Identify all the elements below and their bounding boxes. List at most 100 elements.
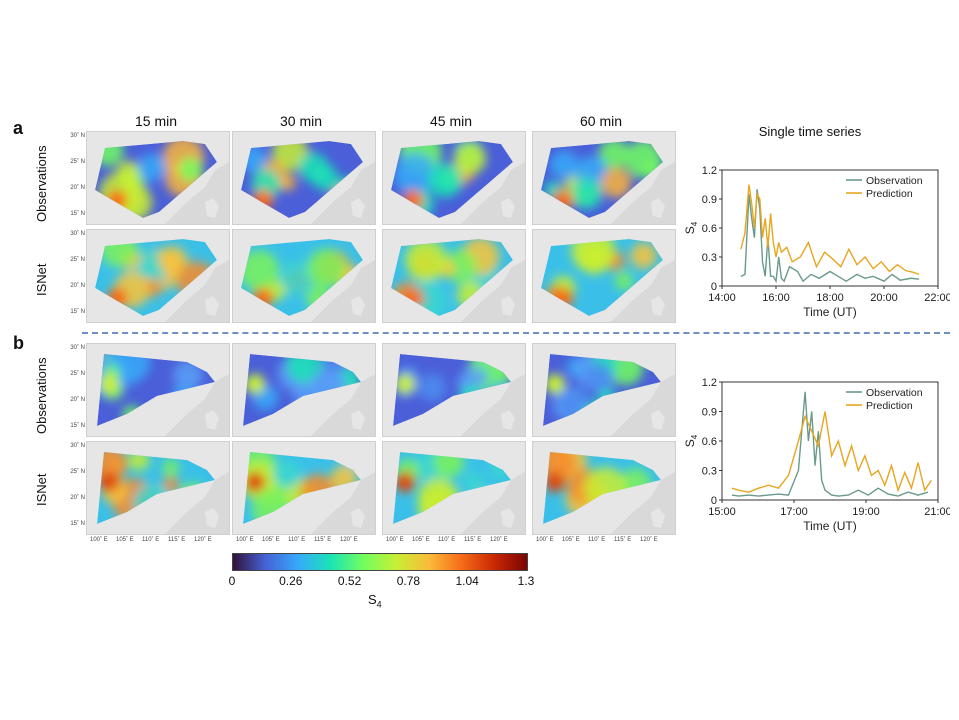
longitude-tick-label: 120˚ E — [490, 537, 508, 543]
x-tick-label: 17:00 — [780, 506, 808, 518]
intensity-hotspot — [245, 374, 265, 394]
longitude-tick-label: 105˚ E — [412, 537, 430, 543]
map-canvas — [383, 442, 525, 534]
y-tick-label: 0.6 — [702, 223, 717, 235]
intensity-blob — [624, 141, 663, 179]
island — [205, 296, 219, 316]
scintillation-map — [86, 441, 230, 535]
y-tick-label: 0.3 — [702, 252, 717, 264]
map-canvas — [233, 344, 375, 436]
y-tick-label: 0 — [711, 281, 717, 293]
map-canvas — [533, 442, 675, 534]
map-canvas — [533, 132, 675, 224]
longitude-tick-label: 100˚ E — [386, 537, 404, 543]
intensity-blob — [454, 142, 487, 175]
colorbar-tick-label: 0.52 — [337, 574, 362, 588]
legend-label: Prediction — [866, 400, 913, 412]
series-line-prediction — [740, 184, 920, 276]
island — [205, 508, 219, 528]
map-canvas — [533, 344, 675, 436]
x-tick-label: 22:00 — [924, 292, 950, 304]
series-line-observation — [731, 391, 929, 497]
series-line-observation — [740, 189, 920, 284]
intensity-blob — [427, 162, 463, 198]
intensity-blob — [311, 164, 339, 191]
island — [651, 198, 665, 218]
time-series-chart-b: 0 0.3 0.6 0.9 1.2 15:00 17:00 19:00 21:00 Time (U… — [683, 377, 950, 533]
x-tick-label: 21:00 — [924, 506, 950, 518]
longitude-tick-label: 100˚ E — [236, 537, 254, 543]
latitude-tick-label: 15˚ N — [70, 211, 85, 217]
longitude-tick-label: 110˚ E — [438, 537, 456, 543]
longitude-tick-label: 120˚ E — [340, 537, 358, 543]
latitude-tick-label: 20˚ N — [70, 397, 85, 403]
intensity-blob — [601, 167, 632, 199]
map-canvas — [87, 132, 229, 224]
colorbar-tick-label: 0.78 — [396, 574, 421, 588]
y-axis-label-subscript: 4 — [690, 434, 699, 439]
latitude-tick-label: 30˚ N — [70, 443, 85, 449]
panel-divider — [82, 332, 950, 334]
series-line-prediction — [731, 411, 932, 493]
map-canvas — [233, 230, 375, 322]
x-tick-label: 20:00 — [870, 292, 898, 304]
colorbar-tick-label: 0.26 — [279, 574, 303, 588]
legend-label: Prediction — [866, 188, 913, 200]
longitude-tick-label: 105˚ E — [562, 537, 580, 543]
legend-label: Observation — [866, 175, 923, 187]
longitude-tick-label: 100˚ E — [90, 537, 108, 543]
intensity-hotspot — [245, 472, 265, 492]
latitude-tick-label: 25˚ N — [70, 371, 85, 377]
time-series-chart-a: 0 0.3 0.6 0.9 1.2 14:00 16:00 18:00 20:00 22:00 Ti… — [683, 165, 950, 319]
intensity-hotspot — [99, 374, 119, 394]
intensity-blob — [598, 141, 630, 169]
scintillation-map — [382, 343, 526, 437]
latitude-tick-label: 20˚ N — [70, 495, 85, 501]
latitude-tick-label: 30˚ N — [70, 345, 85, 351]
scintillation-map — [232, 441, 376, 535]
scintillation-map — [532, 131, 676, 225]
island — [205, 198, 219, 218]
y-tick-label: 1.2 — [702, 377, 717, 389]
map-canvas — [533, 230, 675, 322]
intensity-blob — [162, 459, 180, 477]
intensity-blob — [630, 242, 657, 269]
latitude-tick-label: 25˚ N — [70, 469, 85, 475]
map-canvas — [383, 230, 525, 322]
column-header-45min: 45 min — [429, 113, 473, 129]
latitude-tick-label: 25˚ N — [70, 257, 85, 263]
panel-letter-b: b — [13, 333, 24, 353]
intensity-blob — [418, 373, 447, 402]
intensity-blob — [549, 150, 579, 179]
scintillation-map — [232, 131, 376, 225]
latitude-tick-label: 15˚ N — [70, 309, 85, 315]
latitude-tick-label: 30˚ N — [70, 231, 85, 237]
y-axis-label-subscript: 4 — [690, 221, 699, 226]
island — [205, 410, 219, 430]
colorbar-tick-label: 1.04 — [455, 574, 479, 588]
x-tick-label: 16:00 — [762, 292, 790, 304]
y-axis-label: S4 — [683, 221, 699, 234]
latitude-tick-label: 25˚ N — [70, 159, 85, 165]
intensity-blob — [162, 476, 179, 494]
intensity-blob — [463, 471, 485, 493]
row-label-observations-a: Observations — [34, 145, 49, 222]
latitude-tick-label: 15˚ N — [70, 423, 85, 429]
scintillation-map — [382, 131, 526, 225]
y-tick-label: 0 — [711, 495, 717, 507]
scintillation-map — [382, 229, 526, 323]
island — [351, 296, 365, 316]
colorbar — [232, 553, 528, 571]
scintillation-map — [532, 229, 676, 323]
y-tick-label: 0.9 — [702, 407, 717, 419]
x-tick-label: 19:00 — [852, 506, 880, 518]
longitude-tick-label: 110˚ E — [142, 537, 160, 543]
island — [501, 296, 515, 316]
intensity-blob — [393, 153, 437, 196]
column-header-30min: 30 min — [279, 113, 323, 129]
island — [351, 198, 365, 218]
island — [651, 508, 665, 528]
intensity-blob — [466, 366, 488, 389]
map-canvas — [233, 442, 375, 534]
intensity-hotspot — [545, 472, 565, 492]
